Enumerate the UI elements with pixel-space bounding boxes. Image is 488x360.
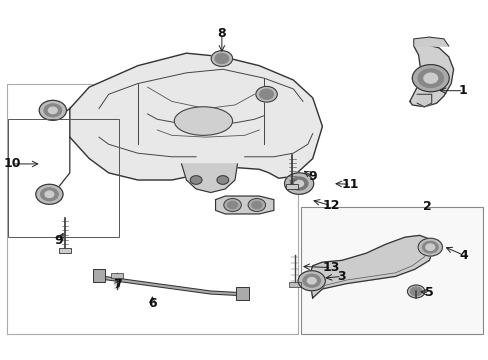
Circle shape <box>227 202 237 208</box>
Bar <box>8 119 119 237</box>
Circle shape <box>215 54 228 64</box>
Bar <box>111 273 122 278</box>
Polygon shape <box>310 235 433 298</box>
Text: 13: 13 <box>322 261 339 274</box>
Circle shape <box>303 274 320 287</box>
Circle shape <box>45 191 54 198</box>
Polygon shape <box>413 37 448 46</box>
Circle shape <box>217 176 228 184</box>
Circle shape <box>298 271 325 291</box>
Circle shape <box>190 176 202 184</box>
Text: 10: 10 <box>4 157 21 170</box>
Circle shape <box>294 180 303 187</box>
Circle shape <box>36 184 63 204</box>
Circle shape <box>41 188 58 201</box>
Circle shape <box>259 89 273 99</box>
Text: 6: 6 <box>148 297 156 310</box>
Bar <box>288 282 300 287</box>
Text: 4: 4 <box>458 248 467 261</box>
Bar <box>236 287 248 300</box>
Circle shape <box>417 238 442 256</box>
Text: 8: 8 <box>217 27 226 40</box>
Bar <box>286 184 298 189</box>
Circle shape <box>417 69 443 87</box>
Circle shape <box>247 199 265 211</box>
Polygon shape <box>409 44 453 107</box>
Bar <box>59 248 71 253</box>
Circle shape <box>411 64 448 92</box>
Text: 9: 9 <box>55 234 63 247</box>
Text: 3: 3 <box>337 270 346 283</box>
Circle shape <box>224 199 241 211</box>
Circle shape <box>255 86 277 102</box>
Polygon shape <box>181 164 237 193</box>
Text: 9: 9 <box>308 170 316 183</box>
Text: 1: 1 <box>458 84 467 97</box>
Text: 2: 2 <box>422 200 430 213</box>
Circle shape <box>290 177 307 190</box>
Circle shape <box>307 278 315 284</box>
Circle shape <box>284 173 313 194</box>
Bar <box>7 84 298 334</box>
Circle shape <box>251 202 261 208</box>
Circle shape <box>422 242 437 253</box>
Circle shape <box>409 287 421 296</box>
Text: 12: 12 <box>322 199 339 212</box>
Ellipse shape <box>174 107 232 135</box>
Circle shape <box>44 104 61 117</box>
Circle shape <box>211 51 232 66</box>
Circle shape <box>39 100 66 120</box>
Circle shape <box>425 244 434 250</box>
Circle shape <box>407 285 424 298</box>
Polygon shape <box>416 94 431 107</box>
Polygon shape <box>215 196 273 214</box>
Bar <box>93 269 105 282</box>
Text: 11: 11 <box>341 178 359 191</box>
Text: 5: 5 <box>424 286 433 299</box>
Circle shape <box>423 73 437 83</box>
Text: 7: 7 <box>113 278 122 291</box>
Bar <box>300 207 482 334</box>
Circle shape <box>48 107 57 113</box>
Polygon shape <box>70 53 322 180</box>
